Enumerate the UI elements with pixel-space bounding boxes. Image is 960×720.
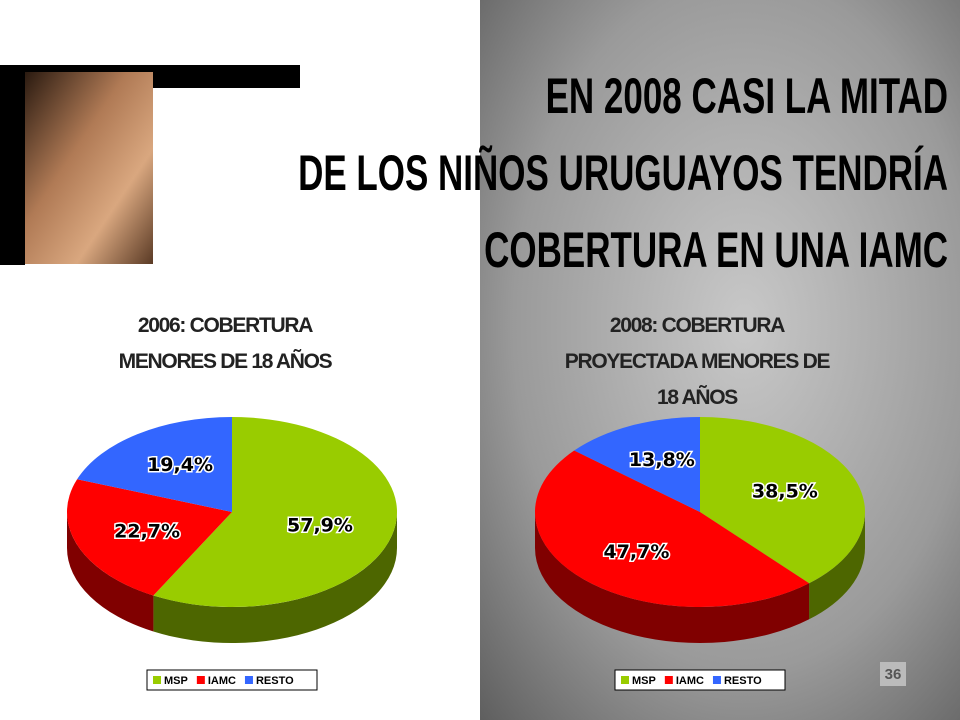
- legend-label: RESTO: [256, 675, 294, 687]
- pie-side: [809, 512, 865, 620]
- chart-title: 2006: COBERTURA MENORES DE 18 AÑOS: [118, 314, 333, 373]
- title: EN 2008 CASI LA MITAD DE LOS NIÑOS URUGUA…: [298, 69, 948, 279]
- data-label: 22,7%: [114, 521, 180, 543]
- legend-swatch: [664, 676, 673, 684]
- pie-side: [153, 512, 397, 643]
- legend-swatch: [244, 676, 253, 684]
- legend-label: MSP: [632, 675, 656, 687]
- title-line: DE LOS NIÑOS URUGUAYOS TENDRÍA: [298, 146, 948, 202]
- legend-label: IAMC: [208, 675, 236, 687]
- data-label: 57,9%: [287, 515, 353, 537]
- data-label: 19,4%: [147, 454, 213, 476]
- data-label: 38,5%: [752, 480, 818, 502]
- data-label: 13,8%: [629, 449, 695, 471]
- decor-bar: [0, 65, 25, 265]
- pie-side: [535, 512, 810, 643]
- pie-slice: [153, 417, 397, 607]
- pie-side: [66, 512, 154, 632]
- pie-slice: [77, 417, 232, 512]
- chart-title: 2008: COBERTURA PROYECTADA MENORES DE 18…: [564, 314, 831, 409]
- legend-swatch: [621, 676, 629, 684]
- page-number-box: [880, 662, 906, 686]
- legend-label: RESTO: [724, 675, 762, 687]
- title-line: EN 2008 CASI LA MITAD: [546, 69, 948, 125]
- legend-box: [614, 669, 786, 691]
- pie-slice: [574, 417, 700, 512]
- pie-slice: [66, 479, 232, 596]
- family-photo: [25, 72, 153, 264]
- legend-swatch: [153, 676, 161, 684]
- data-label: 47,7%: [603, 541, 669, 563]
- legend-box: [146, 669, 318, 691]
- pie-slice: [700, 417, 866, 584]
- page-number: 36: [885, 666, 902, 683]
- pie-slice: [534, 450, 810, 608]
- legend-label: MSP: [164, 675, 188, 687]
- legend-swatch: [196, 676, 205, 684]
- legend-swatch: [712, 676, 721, 684]
- legend-label: IAMC: [676, 675, 704, 687]
- title-line: COBERTURA EN UNA IAMC: [484, 223, 948, 279]
